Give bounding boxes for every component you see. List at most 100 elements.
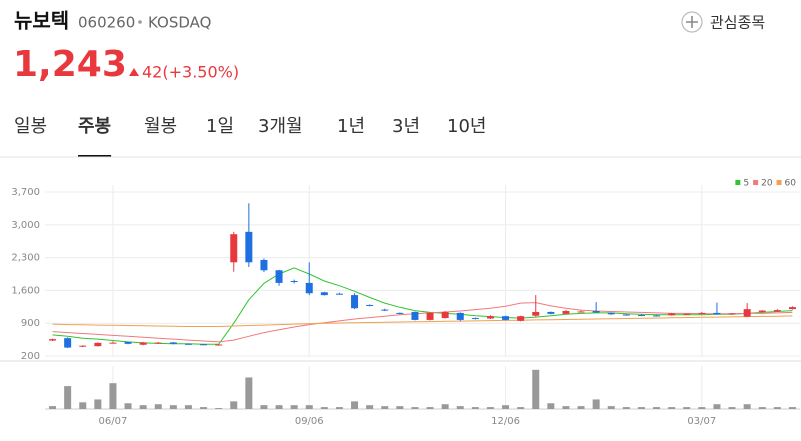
legend-swatch [753,180,759,185]
volume-bar [637,407,645,409]
candle-body [713,312,721,315]
candle-body [335,293,343,295]
volume-bar [758,407,766,409]
candle-body [592,311,600,313]
volume-bar [592,399,600,409]
volume-bar [668,407,676,409]
price-change: 42(+3.50%) [142,63,239,82]
candle-body [320,292,328,296]
candle-body [275,270,283,283]
candle-body [728,313,736,315]
volume-bar [486,407,494,409]
candle-body [622,314,630,316]
candle-body [260,259,268,271]
candle-body [290,281,298,283]
volume-bar [290,405,298,409]
candle-body [79,345,87,347]
candle-body [577,311,585,313]
legend-swatch [776,180,782,185]
volume-bar [139,405,147,409]
legend-label: 20 [761,179,773,189]
tab[interactable]: 일봉 [14,116,47,137]
volume-bar [728,407,736,409]
y-tick-label: 1,600 [11,285,40,296]
volume-bar [335,407,343,409]
candle-body [200,344,208,346]
volume-bar [532,369,540,409]
candle-body [169,342,177,344]
volume-bar [381,406,389,409]
ma-line [52,302,793,343]
tab[interactable]: 1일 [206,116,234,137]
x-tick-label: 12/06 [491,416,520,427]
watch-label[interactable]: 관심종목 [710,14,765,32]
volume-bar [743,404,751,409]
candle-body [49,339,57,341]
candle-body [245,231,253,263]
candle-body [441,311,449,319]
candle-body [683,313,691,315]
volume-bar [49,406,57,409]
volume-bar [169,405,177,409]
volume-bar [184,405,192,409]
volume-bar [547,403,555,409]
volume-bar [94,399,102,409]
price: 1,243 [13,44,127,85]
candle-body [396,312,404,314]
y-tick-label: 2,300 [11,253,40,264]
volume-bar [154,404,162,409]
legend-swatch [735,180,741,185]
candle-body [668,313,676,316]
volume-bar [607,406,615,409]
tab[interactable]: 주봉 [78,116,111,137]
ma-line [52,267,793,345]
stock-code: 060260 [78,14,135,32]
candle-body [517,316,525,321]
volume-bar [275,405,283,409]
tab[interactable]: 3년 [392,116,420,137]
volume-bar [698,407,706,409]
volume-bar [109,383,117,409]
y-tick-label: 3,000 [11,220,40,231]
candle-body [653,315,661,317]
candle-body [230,234,238,263]
volume-bar [124,403,132,409]
volume-bar [713,404,721,409]
candle-body [94,342,102,347]
volume-bar [622,407,630,409]
ma-line [52,315,793,327]
tab[interactable]: 3개월 [258,116,303,137]
tab-underline [78,155,112,157]
candle-body [139,342,147,345]
volume-bar [230,401,238,409]
candle-body [486,316,494,319]
candle-body [184,343,192,345]
candle-body [426,312,434,320]
volume-bar [456,406,464,409]
candle-body [305,282,313,294]
tab[interactable]: 10년 [447,116,486,137]
plus-icon [686,16,698,28]
volume-bar [683,407,691,409]
y-tick-label: 3,700 [11,187,40,198]
candle-body [502,316,510,320]
tab[interactable]: 월봉 [144,116,177,137]
candle-body [607,312,615,315]
volume-bar [64,386,72,409]
y-tick-label: 900 [21,318,40,329]
candle-body [124,341,132,344]
watch-button[interactable]: 관심종목 [681,11,765,33]
volume-bar [577,406,585,409]
tab[interactable]: 1년 [337,116,365,137]
volume-bar [653,407,661,409]
candle-body [547,311,555,314]
candle-body [64,338,72,348]
candle-body [471,318,479,320]
candle-body [456,312,464,320]
volume-bar [502,405,510,409]
volume-bar [396,406,404,409]
tab-bar: 일봉 주봉 월봉 1일 3개월 1년 3년 10년 [14,116,486,157]
volume-bar [562,406,570,409]
candle-body [773,310,781,312]
